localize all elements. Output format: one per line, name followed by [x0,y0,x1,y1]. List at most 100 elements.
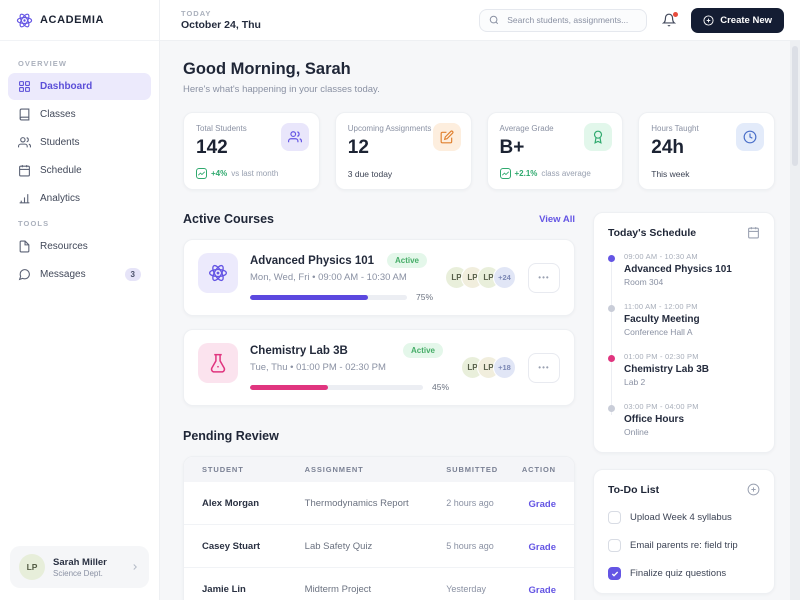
stat-footnote: +4% vs last month [196,168,278,179]
date-block: TODAY October 24, Thu [181,9,261,31]
course-name: Advanced Physics 101 [250,254,375,267]
event-time: 03:00 PM - 04:00 PM [624,402,699,411]
todo-checkbox[interactable] [608,567,621,580]
scrollbar[interactable] [790,41,800,600]
search-input[interactable] [505,14,638,26]
progress-label: 75% [415,292,433,302]
course-menu-button[interactable]: ••• [528,262,560,293]
todo-checkbox[interactable] [608,511,621,524]
search-box[interactable] [479,8,648,32]
current-date: October 24, Thu [181,19,261,31]
plus-circle-icon[interactable] [747,483,760,496]
todo-item[interactable]: Upload Week 4 syllabus [608,511,760,524]
right-column: Today's Schedule 09:00 AM - 10:30 AM Adv… [593,212,775,594]
student-avatars: LP LP LP +24 [445,266,516,289]
grade-link[interactable]: Grade [528,585,556,596]
message-icon [18,268,31,281]
stat-value: 142 [196,137,228,158]
todo-item[interactable]: Finalize quiz questions [608,567,760,580]
status-badge: Active [386,253,427,268]
schedule-timeline: 09:00 AM - 10:30 AM Advanced Physics 101… [608,252,760,437]
todo-text: Finalize quiz questions [630,568,727,579]
schedule-item[interactable]: 01:00 PM - 02:30 PM Chemistry Lab 3B Lab… [608,352,760,387]
sidebar-item-dashboard[interactable]: Dashboard [8,73,151,100]
brand-logo: ACADEMIA [0,0,159,41]
course-info: Advanced Physics 101 Active Mon, Wed, Fr… [250,253,433,302]
notifications-button[interactable] [662,12,679,27]
page-subtitle: Here's what's happening in your classes … [183,84,380,95]
grade-link[interactable]: Grade [528,542,556,553]
sidebar-item-classes[interactable]: Classes [8,101,151,128]
course-card-chemistry[interactable]: Chemistry Lab 3B Active Tue, Thu • 01:00… [183,329,575,406]
stat-footnote: 3 due today [348,169,392,179]
users-icon [18,136,31,149]
course-card-physics[interactable]: Advanced Physics 101 Active Mon, Wed, Fr… [183,239,575,316]
assignment-name: Lab Safety Quiz [304,540,373,552]
stat-note: This week [651,169,690,179]
nav-section-tools: TOOLS [18,219,50,228]
stat-card-upcoming-assignments: Upcoming Assignments 12 3 due today [334,112,472,190]
table-header: STUDENT ASSIGNMENT SUBMITTED ACTION [184,457,574,482]
event-location: Conference Hall A [624,327,693,337]
create-new-label: Create New [720,14,772,26]
todo-item[interactable]: Email parents re: field trip [608,539,760,552]
trend-note: vs last month [231,169,279,178]
trend-value: +4% [211,169,228,178]
main-area: TODAY October 24, Thu Create New Good Mo… [160,0,800,600]
profile-dept: Science Dept. [53,568,103,578]
stat-value: 24h [651,137,684,158]
schedule-item[interactable]: 09:00 AM - 10:30 AM Advanced Physics 101… [608,252,760,287]
calendar-icon[interactable] [747,226,760,239]
course-schedule: Mon, Wed, Fri • 09:00 AM - 10:30 AM [250,272,407,283]
sidebar-item-label: Analytics [40,193,81,204]
sidebar-item-resources[interactable]: Resources [8,233,151,260]
clock-icon [736,123,764,151]
sidebar-item-analytics[interactable]: Analytics [8,185,151,212]
profile-text: Sarah Miller Science Dept. [53,557,107,578]
messages-count-badge: 3 [124,268,141,281]
sidebar-item-label: Classes [40,109,76,120]
schedule-item[interactable]: 11:00 AM - 12:00 PM Faculty Meeting Conf… [608,302,760,337]
scrollbar-thumb[interactable] [792,46,798,166]
course-info: Chemistry Lab 3B Active Tue, Thu • 01:00… [250,343,449,392]
sidebar-item-schedule[interactable]: Schedule [8,157,151,184]
bell-icon [662,13,677,27]
assignment-name: Thermodynamics Report [304,497,409,509]
timeline-dot [608,405,615,412]
grade-link[interactable]: Grade [528,499,556,510]
timeline-dot [608,355,615,362]
create-new-button[interactable]: Create New [691,7,784,33]
stat-card-total-students: Total Students 142 +4% vs last month [183,112,320,190]
user-profile[interactable]: LP Sarah Miller Science Dept. [10,546,149,588]
student-name: Jamie Lin [202,583,246,595]
col-submitted: SUBMITTED [446,465,499,474]
schedule-panel-title: Today's Schedule [608,226,697,239]
notification-dot [673,12,679,17]
trending-up-icon [196,168,207,179]
course-name: Chemistry Lab 3B [250,344,348,357]
event-title: Chemistry Lab 3B [624,364,710,375]
todo-title: To-Do List [608,483,660,496]
submitted-time: 2 hours ago [446,498,494,508]
sidebar: ACADEMIA OVERVIEW Dashboard Classes Stud… [0,0,160,600]
page-content: Good Morning, Sarah Here's what's happen… [160,41,800,600]
event-time: 11:00 AM - 12:00 PM [624,302,698,311]
sidebar-item-label: Messages [40,269,86,280]
submitted-time: Yesterday [446,584,486,594]
stat-label: Hours Taught [651,124,699,133]
course-menu-button[interactable]: ••• [528,352,560,383]
search-icon [490,15,499,25]
view-all-link[interactable]: View All [539,213,575,225]
event-location: Room 304 [624,277,664,287]
status-badge: Active [402,343,443,358]
table-row: Jamie Lin Midterm Project Yesterday Grad… [184,568,574,600]
todo-checkbox[interactable] [608,539,621,552]
sidebar-item-messages[interactable]: Messages 3 [8,261,151,288]
table-row: Alex Morgan Thermodynamics Report 2 hour… [184,482,574,525]
event-location: Lab 2 [624,377,646,387]
schedule-item[interactable]: 03:00 PM - 04:00 PM Office Hours Online [608,402,760,437]
sidebar-item-students[interactable]: Students [8,129,151,156]
today-label: TODAY [181,9,212,18]
users-icon [280,123,309,151]
